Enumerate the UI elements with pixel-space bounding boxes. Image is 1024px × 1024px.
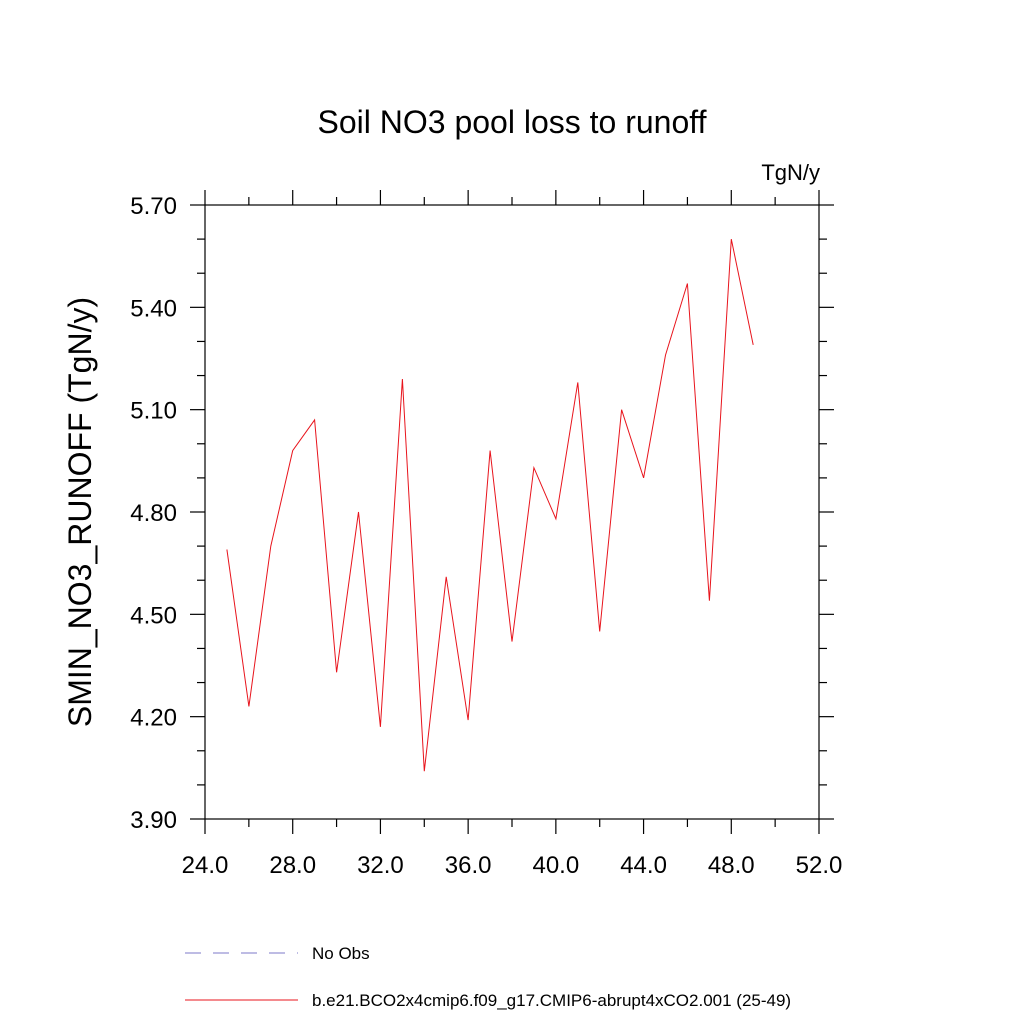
y-tick-label: 5.40: [130, 295, 177, 322]
y-tick-label: 4.20: [130, 705, 177, 732]
x-tick-label: 48.0: [708, 852, 755, 879]
x-tick-label: 28.0: [269, 852, 316, 879]
tick-labels: 24.0 28.0 32.0 36.0 40.0 44.0 48.0 52.0 3.90 4.20…: [130, 193, 842, 879]
y-tick-label: 5.10: [130, 398, 177, 425]
y-tick-label: 3.90: [130, 807, 177, 834]
axis-ticks: [190, 190, 834, 834]
legend-label-no-obs: No Obs: [312, 944, 370, 963]
x-tick-label: 40.0: [532, 852, 579, 879]
legend: No Obs b.e21.BCO2x4cmip6.f09_g17.CMIP6-a…: [185, 944, 791, 1010]
y-tick-label: 4.80: [130, 500, 177, 527]
y-tick-label: 4.50: [130, 602, 177, 629]
x-tick-label: 36.0: [445, 852, 492, 879]
x-tick-label: 44.0: [620, 852, 667, 879]
x-tick-label: 24.0: [182, 852, 229, 879]
y-tick-label: 5.70: [130, 193, 177, 220]
y-axis-label: SMIN_NO3_RUNOFF (TgN/y): [62, 297, 98, 727]
plot-frame: [204, 204, 820, 820]
series-layer: [226, 238, 754, 772]
units-label: TgN/y: [761, 160, 820, 185]
chart-title: Soil NO3 pool loss to runoff: [318, 104, 707, 140]
series-line-0: [226, 238, 754, 772]
x-tick-label: 52.0: [796, 852, 843, 879]
x-tick-label: 32.0: [357, 852, 404, 879]
legend-label-model-run: b.e21.BCO2x4cmip6.f09_g17.CMIP6-abrupt4x…: [312, 991, 791, 1010]
